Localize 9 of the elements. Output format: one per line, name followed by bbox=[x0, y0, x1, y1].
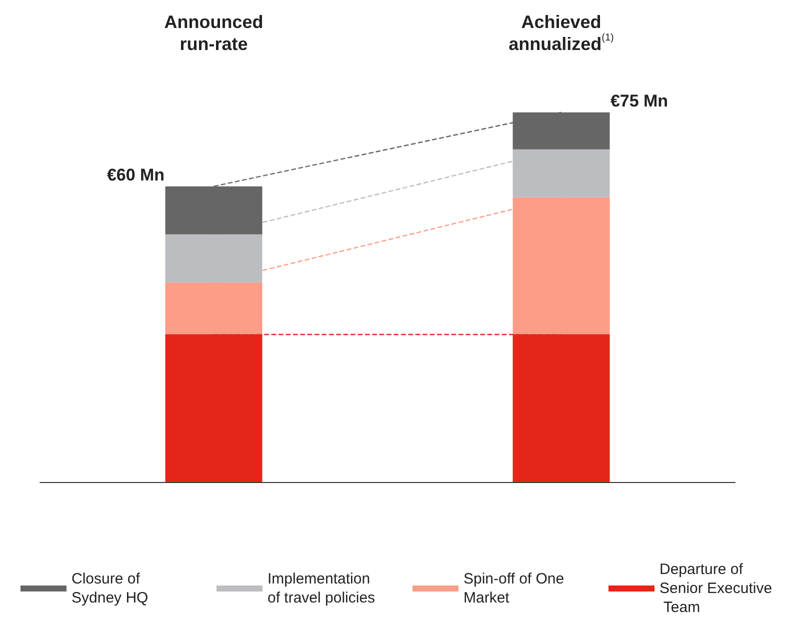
legend-label: Departure of Senior Executive Team bbox=[660, 561, 772, 616]
legend-label: Spin-off of One Market bbox=[464, 570, 568, 606]
legend-label: Closure of Sydney HQ bbox=[72, 570, 148, 606]
legend-label: Implementation of travel policies bbox=[268, 570, 376, 606]
bar bbox=[165, 234, 262, 282]
annotation: €75 Mn bbox=[610, 91, 668, 110]
bar bbox=[165, 282, 262, 334]
annotation: €60 Mn bbox=[106, 165, 165, 184]
x-tick-label: Announced run-rate bbox=[164, 12, 264, 54]
